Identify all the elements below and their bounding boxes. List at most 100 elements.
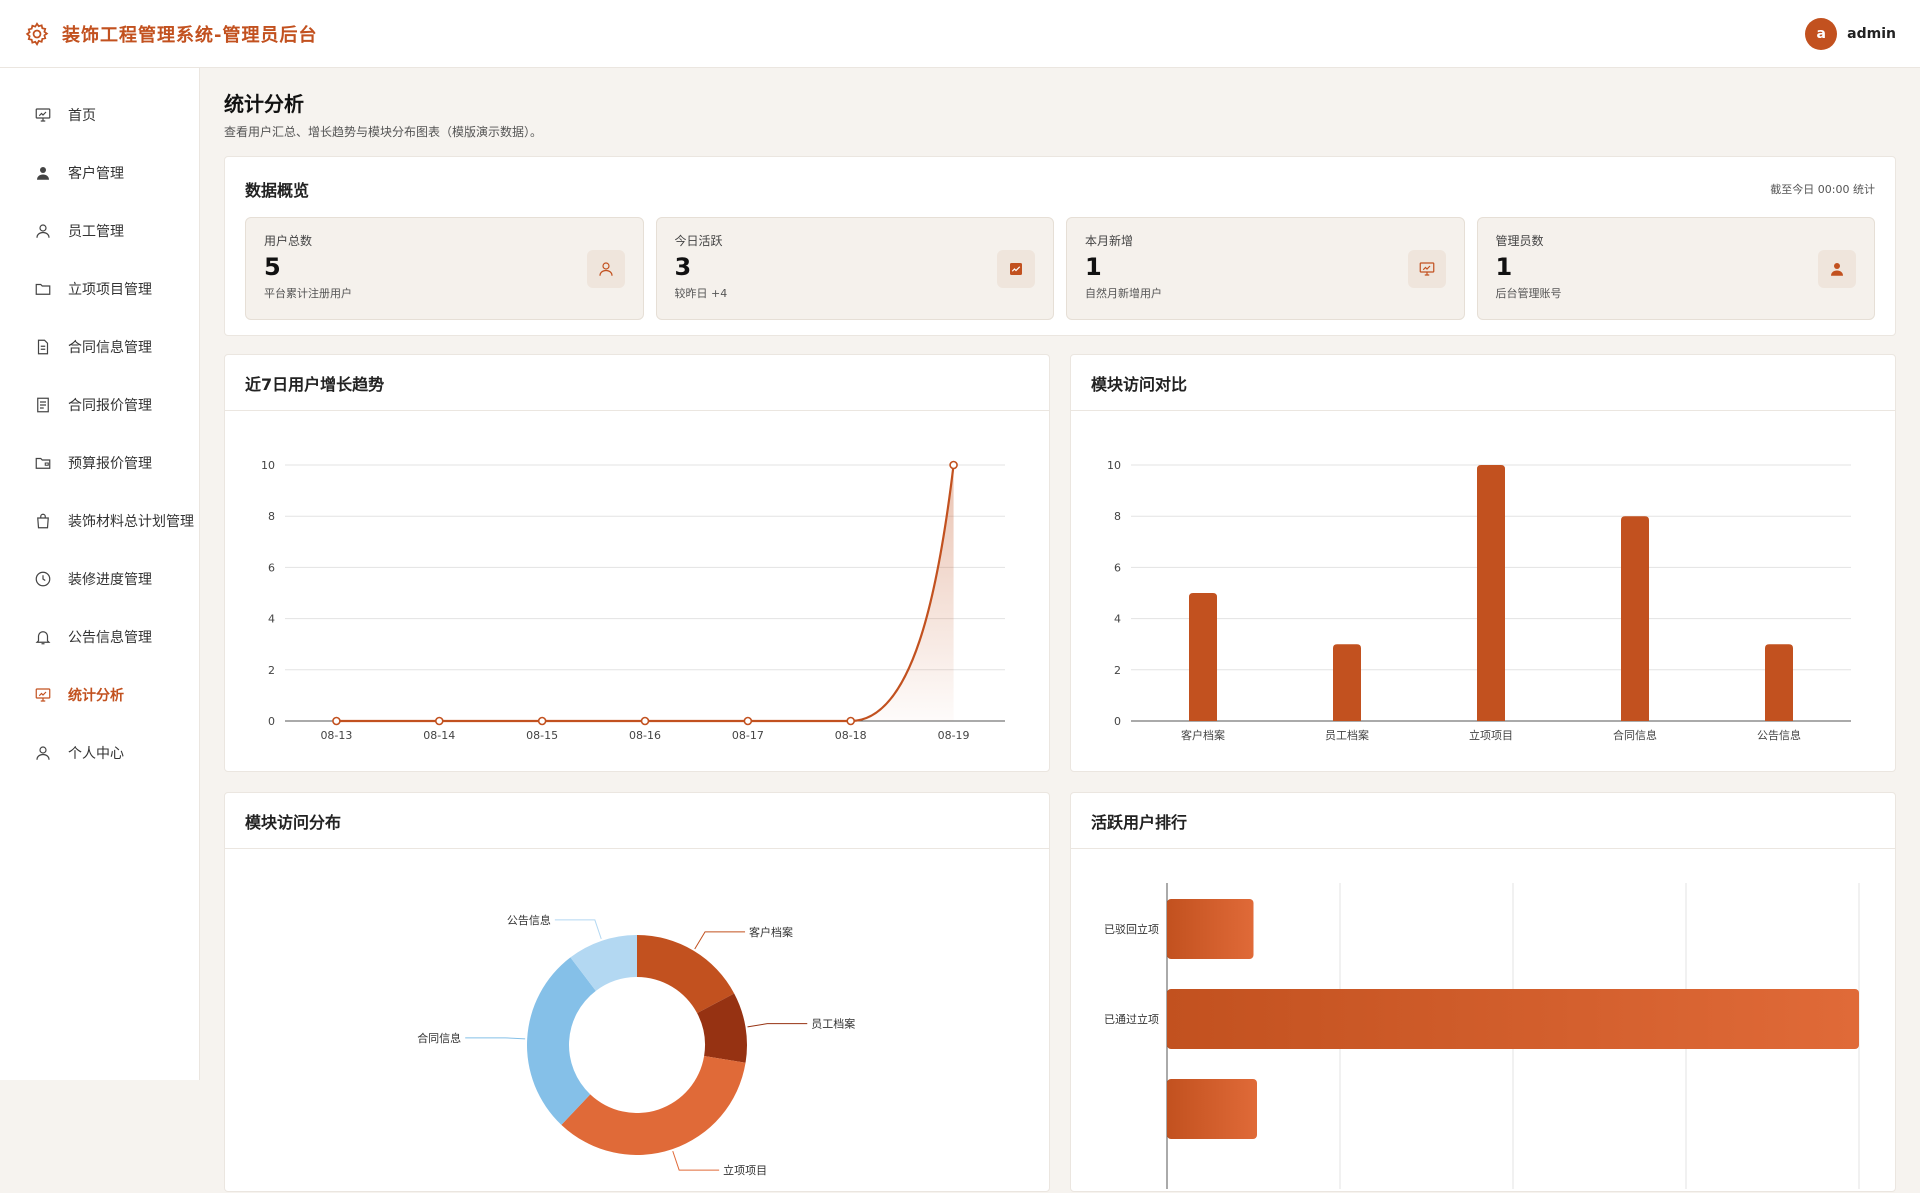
user-menu[interactable]: a admin — [1805, 17, 1896, 50]
document-icon — [37, 339, 49, 355]
presentation-chart-icon — [1419, 262, 1434, 276]
bar[interactable] — [1333, 644, 1361, 721]
sidebar-item-label: 预算报价管理 — [68, 456, 152, 472]
bar[interactable] — [1189, 593, 1217, 721]
sidebar-item-label: 装修进度管理 — [68, 572, 152, 588]
sidebar-item-5[interactable]: 合同报价管理 — [0, 376, 199, 434]
stat-icon-box — [586, 250, 625, 288]
stat-icon-box — [1407, 250, 1446, 288]
stat-label: 用户总数 — [264, 234, 313, 248]
x-tick-label: 客户档案 — [1181, 728, 1225, 742]
pie-slice[interactable] — [561, 1056, 746, 1155]
sidebar-item-11[interactable]: 个人中心 — [0, 724, 199, 782]
avatar[interactable]: a — [1805, 17, 1838, 50]
pie-label-line — [672, 1150, 720, 1171]
pie-label: 公告信息 — [507, 913, 551, 927]
hbar-chart-panel: 活跃用户排行 已驳回立项 已通过立项 — [1070, 792, 1896, 1192]
pie-slice[interactable] — [637, 935, 735, 1014]
sidebar-item-1[interactable]: 客户管理 — [0, 144, 199, 202]
line-point[interactable] — [537, 716, 547, 726]
y-tick-label: 2 — [1114, 664, 1121, 677]
stat-label: 本月新增 — [1085, 234, 1134, 248]
line-point[interactable] — [640, 716, 650, 726]
user-outline-icon — [36, 746, 50, 760]
sidebar-item-4[interactable]: 合同信息管理 — [0, 318, 199, 376]
stat-value: 3 — [674, 253, 692, 281]
app-logo[interactable]: 装饰工程管理系统-管理员后台 — [24, 21, 317, 47]
overview-title: 数据概览 — [245, 181, 310, 200]
x-tick-label: 08-17 — [732, 729, 764, 742]
app-title: 装饰工程管理系统-管理员后台 — [62, 24, 318, 46]
pie-label: 合同信息 — [417, 1031, 461, 1045]
bar[interactable] — [1765, 644, 1793, 721]
hbar[interactable] — [1167, 899, 1254, 959]
folder-open-icon — [35, 457, 51, 469]
bar-chart: 0 2 4 6 8 10 客户档案 员工档案 立项项目 合同信息 公告信息 — [1107, 459, 1851, 742]
y-tick-label: 6 — [268, 561, 275, 574]
x-tick-label: 08-18 — [835, 729, 867, 742]
sidebar-item-label: 装饰材料总计划管理 — [68, 514, 194, 530]
sidebar-item-2[interactable]: 员工管理 — [0, 202, 199, 260]
stat-card: 本月新增 1 自然月新增用户 — [1066, 217, 1465, 320]
line-point[interactable] — [743, 716, 753, 726]
y-tick-label: 8 — [1114, 510, 1121, 523]
pie-label-line — [694, 931, 746, 950]
pie-slice[interactable] — [570, 935, 637, 991]
x-tick-label: 08-19 — [938, 729, 970, 742]
pie-chart-title: 模块访问分布 — [225, 793, 1049, 849]
hbar[interactable] — [1167, 989, 1859, 1049]
sidebar-item-label: 合同报价管理 — [68, 398, 152, 414]
overview-card: 数据概览 截至今日 00:00 统计 用户总数 5 平台累计注册用户 今日活跃 3 较昨日… — [224, 156, 1896, 336]
document-list-icon — [37, 397, 49, 413]
pie-label-line — [747, 1023, 808, 1028]
bar[interactable] — [1621, 516, 1649, 721]
sidebar-item-7[interactable]: 装饰材料总计划管理 — [0, 492, 199, 550]
line-point[interactable] — [846, 716, 856, 726]
pie-chart-panel: 模块访问分布 客户档案 员工档案 立项项目 合同信息 公告信息 — [224, 792, 1050, 1192]
pie-slice[interactable] — [697, 993, 747, 1063]
x-tick-label: 08-14 — [423, 729, 455, 742]
top-header: 装饰工程管理系统-管理员后台 a admin — [0, 0, 1920, 68]
hbar-partial — [1167, 1079, 1257, 1139]
stat-label: 管理员数 — [1495, 234, 1544, 248]
sidebar-item-6[interactable]: 预算报价管理 — [0, 434, 199, 492]
sidebar-item-0[interactable]: 首页 — [0, 86, 199, 144]
bar-chart-title: 模块访问对比 — [1071, 355, 1895, 411]
stat-card: 管理员数 1 后台管理账号 — [1476, 217, 1875, 320]
sidebar: 首页 客户管理 员工管理 立项项目管理合同信息管理 合同报价管理 预算报价管理装饰材料总计… — [0, 68, 200, 1080]
hbar-chart-title: 活跃用户排行 — [1071, 793, 1895, 849]
x-tick-label: 公告信息 — [1757, 728, 1801, 742]
sidebar-item-10[interactable]: 统计分析 — [0, 666, 199, 724]
x-tick-label: 08-15 — [526, 729, 558, 742]
stat-icon-box — [1818, 250, 1856, 288]
line-point[interactable] — [949, 460, 958, 470]
username[interactable]: admin — [1847, 25, 1896, 42]
user-filled-icon — [1831, 263, 1843, 276]
bar-chart-panel: 模块访问对比 0 2 4 6 8 10 客户档案 员工档案 立项项目 合同信息 公告信息 — [1070, 354, 1896, 772]
sidebar-item-8[interactable]: 装修进度管理 — [0, 550, 199, 608]
sidebar-item-label: 统计分析 — [68, 688, 124, 704]
stat-desc: 自然月新增用户 — [1085, 287, 1162, 300]
y-tick-label: 10 — [261, 459, 275, 472]
line-point[interactable] — [332, 716, 341, 726]
line-point[interactable] — [434, 716, 444, 726]
sidebar-item-label: 合同信息管理 — [68, 340, 152, 356]
trend-chart-icon — [1010, 263, 1022, 275]
pie-label: 客户档案 — [749, 925, 793, 939]
x-tick-label: 立项项目 — [1469, 728, 1513, 742]
x-tick-label: 08-13 — [320, 729, 352, 742]
y-tick-label: 8 — [268, 510, 275, 523]
sidebar-item-3[interactable]: 立项项目管理 — [0, 260, 199, 318]
stat-value: 1 — [1085, 253, 1102, 281]
y-category-label: 已通过立项 — [1104, 1012, 1159, 1026]
bar[interactable] — [1477, 465, 1505, 721]
main-content: 统计分析 查看用户汇总、增长趋势与模块分布图表（模版演示数据）。 数据概览 截至… — [224, 88, 1896, 1192]
sidebar-item-9[interactable]: 公告信息管理 — [0, 608, 199, 666]
clock-icon — [35, 571, 51, 587]
stat-desc: 后台管理账号 — [1495, 287, 1562, 300]
line-chart: 0 2 4 6 8 10 08-13 08-14 08-15 08-16 08-17 08-18 08-… — [261, 459, 1005, 742]
page-title: 统计分析 — [224, 92, 304, 116]
user-outline-icon — [36, 224, 50, 238]
